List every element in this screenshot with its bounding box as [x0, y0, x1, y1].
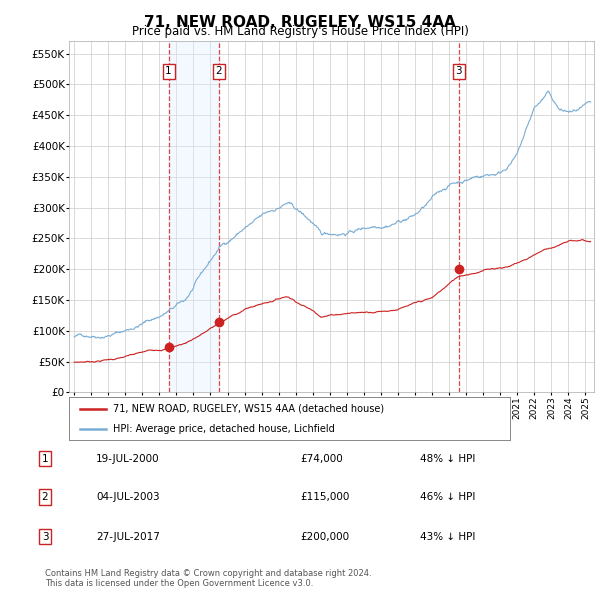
Text: £200,000: £200,000 [300, 532, 349, 542]
Text: £74,000: £74,000 [300, 454, 343, 464]
Text: 04-JUL-2003: 04-JUL-2003 [96, 492, 160, 502]
Text: 48% ↓ HPI: 48% ↓ HPI [420, 454, 475, 464]
Text: 19-JUL-2000: 19-JUL-2000 [96, 454, 160, 464]
Text: 3: 3 [41, 532, 49, 542]
Text: 27-JUL-2017: 27-JUL-2017 [96, 532, 160, 542]
Bar [169, 41, 219, 392]
Text: 43% ↓ HPI: 43% ↓ HPI [420, 532, 475, 542]
Text: 1: 1 [166, 66, 172, 76]
Text: 46% ↓ HPI: 46% ↓ HPI [420, 492, 475, 502]
Text: 71, NEW ROAD, RUGELEY, WS15 4AA: 71, NEW ROAD, RUGELEY, WS15 4AA [144, 15, 456, 30]
Text: 1: 1 [41, 454, 49, 464]
Text: HPI: Average price, detached house, Lichfield: HPI: Average price, detached house, Lich… [113, 424, 335, 434]
Text: 2: 2 [216, 66, 223, 76]
Text: 71, NEW ROAD, RUGELEY, WS15 4AA (detached house): 71, NEW ROAD, RUGELEY, WS15 4AA (detache… [113, 404, 384, 414]
Text: 3: 3 [455, 66, 462, 76]
Text: Contains HM Land Registry data © Crown copyright and database right 2024.
This d: Contains HM Land Registry data © Crown c… [45, 569, 371, 588]
Text: 2: 2 [41, 492, 49, 502]
Text: £115,000: £115,000 [300, 492, 349, 502]
Text: Price paid vs. HM Land Registry's House Price Index (HPI): Price paid vs. HM Land Registry's House … [131, 25, 469, 38]
